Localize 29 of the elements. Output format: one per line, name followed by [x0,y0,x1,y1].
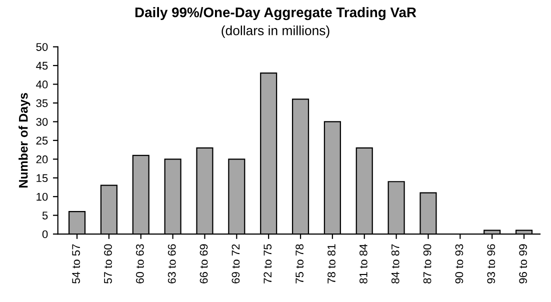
x-tick-label: 66 to 69 [200,244,208,284]
y-tick-label: 50 [36,43,48,51]
x-tick-label: 84 to 87 [391,244,400,284]
x-tick-label: 60 to 63 [136,244,144,284]
y-tick-label: 20 [36,155,48,164]
x-tick-label: 63 to 66 [168,244,176,284]
y-tick-label: 35 [36,99,48,108]
x-tick-label: 87 to 90 [423,244,432,284]
y-axis-title: Number of Days [18,93,30,188]
chart-title: Daily 99%/One-Day Aggregate Trading VaR [135,7,416,20]
x-tick-label: 93 to 96 [487,244,496,284]
x-tick-label: 54 to 57 [72,244,80,284]
y-tick-label: 45 [36,62,48,70]
x-tick-label: 72 to 75 [264,244,272,284]
y-tick-label: 0 [42,230,48,238]
y-tick-label: 25 [36,136,48,145]
x-tick-label: 75 to 78 [296,244,304,284]
y-tick-label: 15 [36,174,48,182]
y-tick-label: 5 [42,212,48,220]
x-tick-label: 96 to 99 [519,244,527,284]
y-tick-label: 40 [36,80,48,88]
x-tick-label: 81 to 84 [359,244,368,284]
x-tick-label: 57 to 60 [104,244,112,284]
x-tick-label: 90 to 93 [455,244,464,284]
chart-subtitle: (dollars in millions) [222,26,330,38]
x-tick-label: 69 to 72 [232,244,240,284]
x-tick-label: 78 to 81 [328,244,336,284]
y-tick-label: 30 [36,118,48,126]
y-tick-label: 10 [36,192,48,201]
